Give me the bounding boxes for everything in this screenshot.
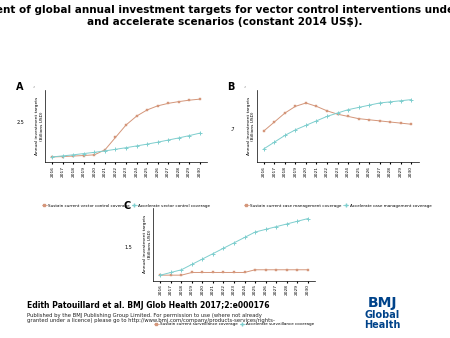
Text: 1.5: 1.5 bbox=[124, 245, 132, 250]
Text: .7: .7 bbox=[231, 127, 235, 132]
Text: BMJ: BMJ bbox=[368, 296, 397, 310]
Text: 2.5: 2.5 bbox=[16, 120, 24, 125]
Y-axis label: Annual investment targets
(Billions USD): Annual investment targets (Billions USD) bbox=[35, 97, 44, 155]
Text: ,: , bbox=[140, 201, 142, 207]
Text: B: B bbox=[227, 82, 235, 92]
Text: C: C bbox=[124, 201, 131, 211]
Text: A: A bbox=[16, 82, 23, 92]
Text: Health: Health bbox=[364, 320, 400, 331]
Text: (A) Per cent of global annual investment targets for vector control intervention: (A) Per cent of global annual investment… bbox=[0, 5, 450, 27]
Text: Global: Global bbox=[365, 310, 400, 320]
Text: Edith Patouillard et al. BMJ Glob Health 2017;2:e000176: Edith Patouillard et al. BMJ Glob Health… bbox=[27, 301, 270, 311]
Text: Published by the BMJ Publishing Group Limited. For permission to use (where not : Published by the BMJ Publishing Group Li… bbox=[27, 313, 275, 323]
Y-axis label: Annual investment targets
(Billions USD): Annual investment targets (Billions USD) bbox=[143, 215, 152, 273]
Legend: Sustain current case management coverage, Accelerate case management coverage: Sustain current case management coverage… bbox=[242, 202, 433, 210]
Text: ,: , bbox=[243, 82, 246, 88]
Text: ,: , bbox=[32, 82, 34, 88]
FancyBboxPatch shape bbox=[323, 290, 442, 333]
Legend: Sustain current vector control coverage, Accelerate vector control coverage: Sustain current vector control coverage,… bbox=[40, 202, 212, 210]
Legend: Sustain current surveillance coverage, Accelerate surveillance coverage: Sustain current surveillance coverage, A… bbox=[152, 320, 316, 328]
Y-axis label: Annual investment targets
(Billions USD): Annual investment targets (Billions USD) bbox=[247, 97, 255, 155]
